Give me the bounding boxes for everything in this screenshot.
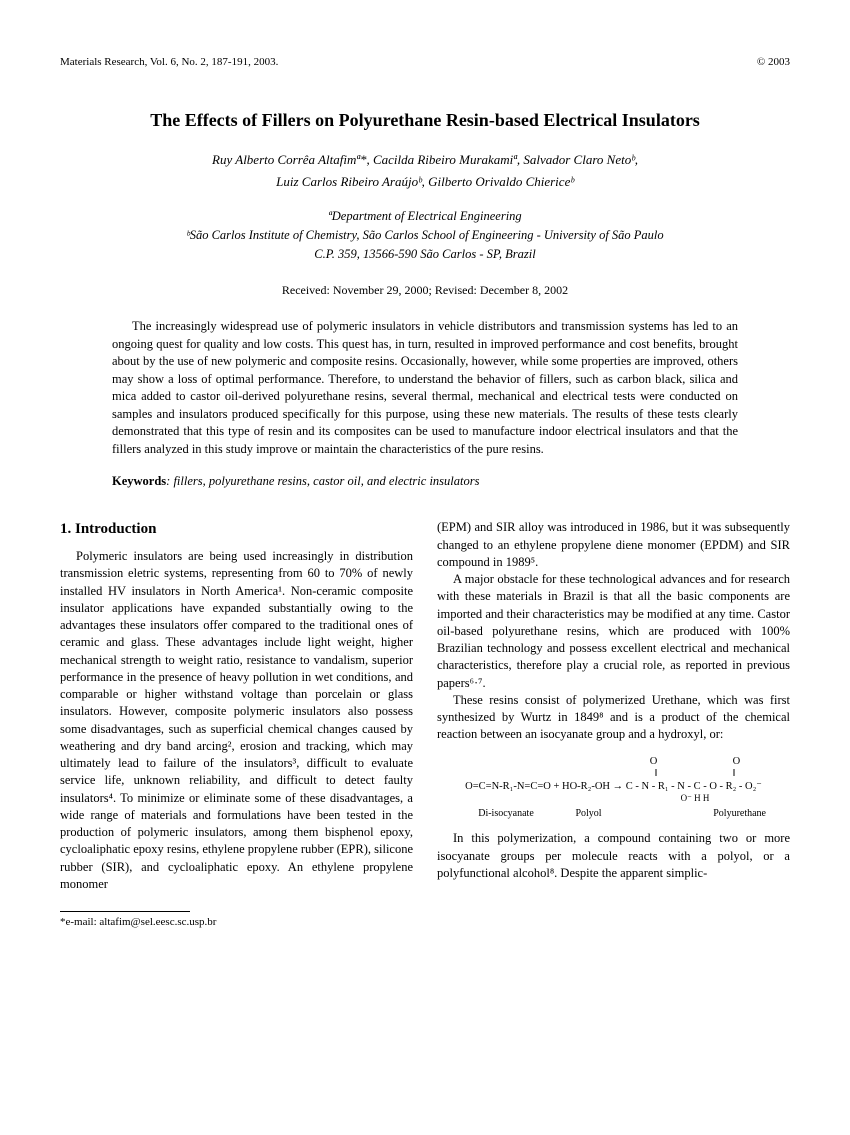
keywords-list: : fillers, polyurethane resins, castor o…	[166, 474, 479, 488]
reaction-label-polyol: Polyol	[554, 808, 624, 820]
reaction-main-line: O=C=N-R₁-N=C=O + HO-R₂-OH → C - N - R₁ -…	[437, 781, 790, 794]
received-dates: Received: November 29, 2000; Revised: De…	[60, 283, 790, 298]
authors-line-2: Luiz Carlos Ribeiro Araújoᵇ, Gilberto Or…	[60, 171, 790, 193]
corresponding-email: *e-mail: altafim@sel.eesc.sc.usp.br	[60, 916, 790, 928]
reaction-bottom-marks: O⁻ H H	[437, 793, 790, 804]
intro-paragraph-1: Polymeric insulators are being used incr…	[60, 548, 413, 893]
authors-line-1: Ruy Alberto Corrêa Altafimª*, Cacilda Ri…	[60, 149, 790, 171]
abstract: The increasingly widespread use of polym…	[112, 318, 738, 458]
page-header: Materials Research, Vol. 6, No. 2, 187-1…	[60, 56, 790, 68]
intro-paragraph-1-cont: (EPM) and SIR alloy was introduced in 19…	[437, 519, 790, 571]
affiliation-address: C.P. 359, 13566-590 São Carlos - SP, Bra…	[60, 245, 790, 264]
reaction-label-diisocyanate: Di-isocyanate	[461, 808, 551, 820]
reaction-o1: O	[650, 756, 658, 767]
reaction-db2: ‖	[733, 768, 736, 779]
page: Materials Research, Vol. 6, No. 2, 187-1…	[0, 0, 850, 968]
intro-paragraph-2: A major obstacle for these technological…	[437, 571, 790, 692]
paper-title: The Effects of Fillers on Polyurethane R…	[60, 110, 790, 131]
keywords-label: Keywords	[112, 474, 166, 488]
intro-paragraph-4: In this polymerization, a compound conta…	[437, 830, 790, 882]
journal-info: Materials Research, Vol. 6, No. 2, 187-1…	[60, 56, 278, 68]
keywords-row: Keywords: fillers, polyurethane resins, …	[112, 474, 738, 489]
affiliation-b: ᵇSão Carlos Institute of Chemistry, São …	[60, 226, 790, 245]
copyright: © 2003	[757, 56, 790, 68]
authors: Ruy Alberto Corrêa Altafimª*, Cacilda Ri…	[60, 149, 790, 193]
footnote-rule	[60, 911, 190, 912]
affiliation-a: ªDepartment of Electrical Engineering	[60, 207, 790, 226]
reaction-o2: O	[733, 756, 741, 767]
column-left: 1. Introduction Polymeric insulators are…	[60, 519, 413, 893]
column-right: (EPM) and SIR alloy was introduced in 19…	[437, 519, 790, 893]
intro-paragraph-3: These resins consist of polymerized Uret…	[437, 692, 790, 744]
chemical-reaction: O O ‖ ‖ O=C=N-R₁-N=C=O + HO-R₂-OH → C - …	[437, 756, 790, 821]
reaction-labels: Di-isocyanate Polyol Polyurethane	[437, 808, 790, 820]
reaction-db1: ‖	[654, 768, 657, 779]
body-columns: 1. Introduction Polymeric insulators are…	[60, 519, 790, 893]
section-heading: 1. Introduction	[60, 519, 413, 540]
reaction-label-polyurethane: Polyurethane	[626, 808, 766, 820]
affiliations: ªDepartment of Electrical Engineering ᵇS…	[60, 207, 790, 263]
